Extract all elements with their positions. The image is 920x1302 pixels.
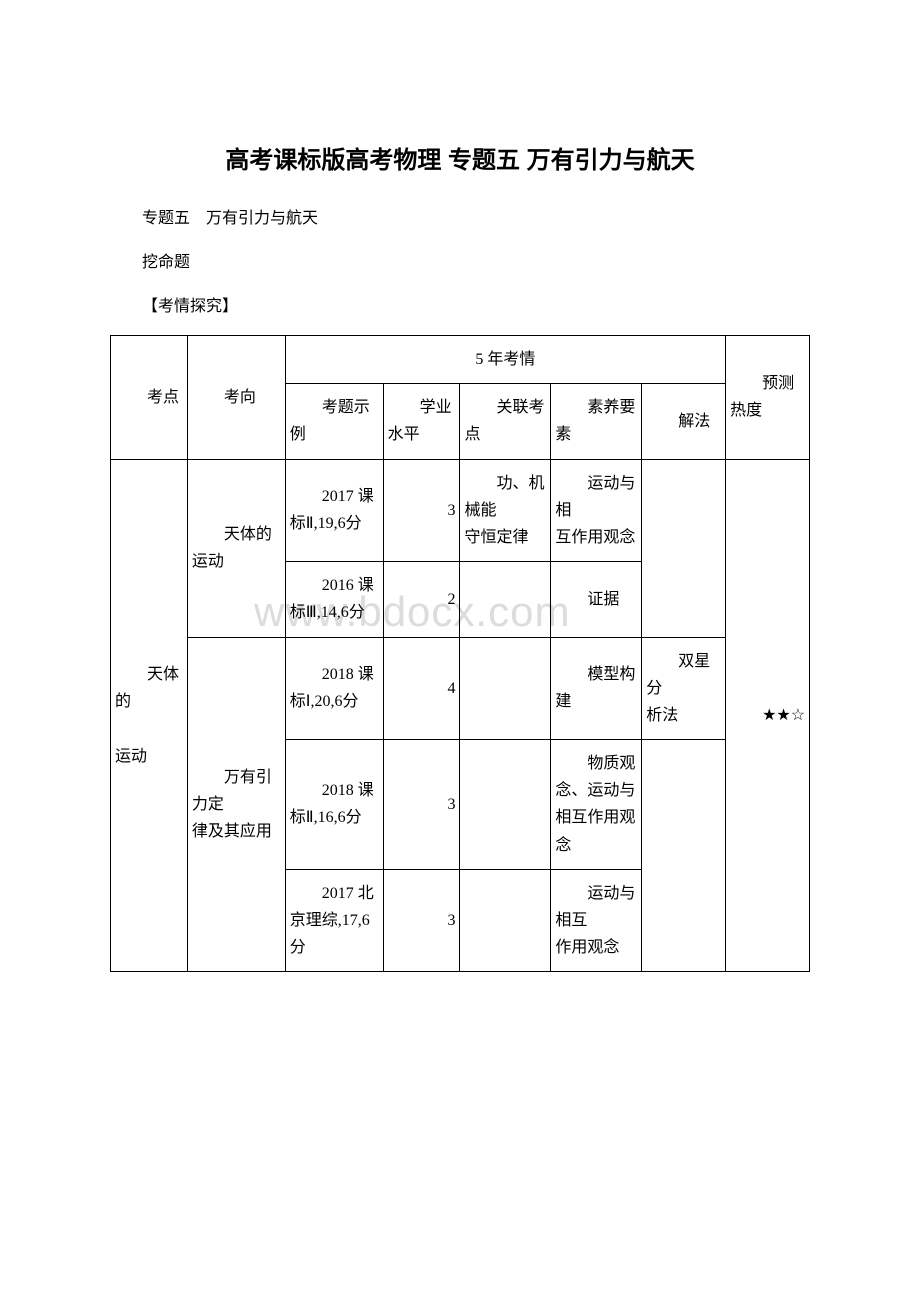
th-level: 学业水平 [383,384,460,459]
cell-related [460,637,551,740]
cell-suyang: 物质观念、运动与相互作用观念 [551,740,642,870]
cell-example: 2016 课标Ⅲ,14,6分 [285,562,383,637]
cell-level: 2 [383,562,460,637]
cell-kaoxiang-2: 万有引力定律及其应用 [187,637,285,972]
cell-related: 功、机械能守恒定律 [460,459,551,562]
cell-level: 3 [383,740,460,870]
exam-trend-table: 考点 考向 5 年考情 预测热度 考题示例 学业水平 关联考点 素养要素 解法 … [110,335,810,972]
cell-suyang: 运动与相互作用观念 [551,869,642,972]
th-predict: 预测热度 [726,336,810,460]
th-method: 解法 [642,384,726,459]
para-line2: 挖命题 [110,247,810,279]
th-suyang: 素养要素 [551,384,642,459]
cell-example: 2017 北京理综,17,6 分 [285,869,383,972]
cell-example: 2018 课标Ⅱ,16,6分 [285,740,383,870]
cell-suyang: 运动与相互作用观念 [551,459,642,562]
cell-example: 2018 课标Ⅰ,20,6分 [285,637,383,740]
para-subject: 专题五 万有引力与航天 [110,203,810,235]
cell-related [460,562,551,637]
cell-method [642,740,726,972]
th-related: 关联考点 [460,384,551,459]
cell-level: 4 [383,637,460,740]
cell-method: 双星分析法 [642,637,726,740]
cell-related [460,740,551,870]
table-header-row: 考点 考向 5 年考情 预测热度 [111,336,810,384]
cell-big-kaodian: 天体的运动 [111,459,188,972]
th-kaoxiang: 考向 [187,336,285,460]
cell-example: 2017 课标Ⅱ,19,6分 [285,459,383,562]
cell-suyang: 模型构建 [551,637,642,740]
para-line3: 【考情探究】 [110,291,810,323]
th-example: 考题示例 [285,384,383,459]
document-page: 高考课标版高考物理 专题五 万有引力与航天 专题五 万有引力与航天 挖命题 【考… [0,0,920,1032]
cell-method [642,459,726,637]
cell-kaoxiang-1: 天体的运动 [187,459,285,637]
page-title: 高考课标版高考物理 专题五 万有引力与航天 [110,140,810,175]
th-five-year: 5 年考情 [285,336,725,384]
table-row: 天体的运动 天体的运动 2017 课标Ⅱ,19,6分 3 功、机械能守恒定律 运… [111,459,810,562]
table-row: 万有引力定律及其应用 2018 课标Ⅰ,20,6分 4 模型构建 双星分析法 [111,637,810,740]
cell-suyang: 证据 [551,562,642,637]
th-kaodian: 考点 [111,336,188,460]
cell-related [460,869,551,972]
cell-heat: ★★☆ [726,459,810,972]
cell-level: 3 [383,869,460,972]
cell-level: 3 [383,459,460,562]
